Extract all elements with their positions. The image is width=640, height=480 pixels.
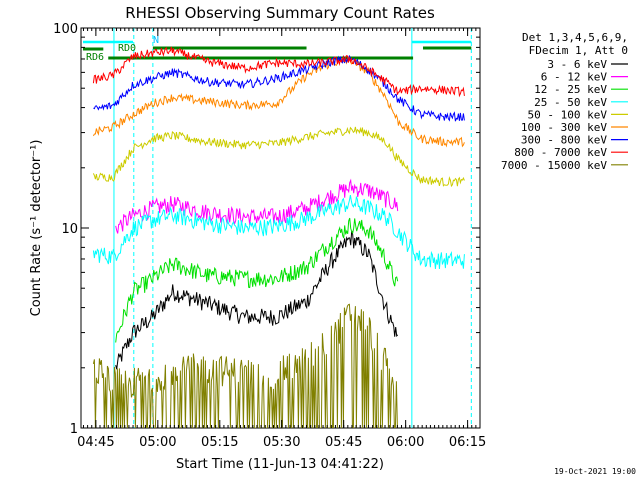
- series-line: [92, 46, 465, 98]
- x-axis-label: Start Time (11-Jun-13 04:41:22): [176, 457, 384, 472]
- x-tick-label: 04:45: [77, 435, 114, 450]
- series-line: [92, 303, 398, 428]
- chart-title: RHESSI Observing Summary Count Rates: [125, 4, 435, 22]
- flag-layer: RD0 RD6 N: [86, 35, 159, 63]
- series-line: [92, 56, 465, 148]
- rd6-flag-label: RD6: [86, 52, 104, 63]
- legend-header-line-2: FDecim 1, Att 0: [529, 44, 628, 57]
- y-tick-label: 1: [70, 422, 78, 437]
- attenuator-markers: [82, 28, 472, 428]
- series-line: [115, 230, 399, 370]
- y-tick-label: 100: [53, 22, 78, 37]
- legend-entry: 50 - 100 keV: [528, 108, 608, 121]
- x-tick-label: 05:45: [325, 435, 362, 450]
- x-tick-label: 05:00: [139, 435, 176, 450]
- x-tick-label: 06:15: [449, 435, 486, 450]
- series-line: [115, 178, 399, 234]
- series-layer: [92, 46, 465, 428]
- legend-entry: 300 - 800 keV: [521, 134, 607, 147]
- legend-entry: 100 - 300 keV: [521, 121, 607, 134]
- x-tick-label: 06:00: [387, 435, 424, 450]
- generation-timestamp: 19-Oct-2021 19:00: [554, 467, 636, 476]
- y-axis: 1 10 100: [53, 22, 480, 437]
- y-tick-label: 10: [61, 222, 78, 237]
- legend-entry: 7000 - 15000 keV: [501, 159, 607, 172]
- series-line: [92, 195, 465, 270]
- legend-entry: 25 - 50 keV: [534, 96, 607, 109]
- legend-entry: 800 - 7000 keV: [514, 146, 607, 159]
- legend-entry: 12 - 25 keV: [534, 83, 607, 96]
- x-tick-label: 05:15: [201, 435, 238, 450]
- legend-entry: 3 - 6 keV: [547, 58, 607, 71]
- series-line: [93, 55, 465, 122]
- y-axis-label: Count Rate (s⁻¹ detector⁻¹): [29, 140, 44, 317]
- series-line: [92, 126, 465, 188]
- x-axis: 04:45 05:00 05:15 05:30 05:45 06:00 06:15: [77, 28, 486, 450]
- series-line: [115, 217, 399, 343]
- legend-entry: 6 - 12 keV: [541, 71, 608, 84]
- legend-header-line-1: Det 1,3,4,5,6,9,: [522, 31, 628, 44]
- n-flag-label: N: [153, 35, 159, 46]
- x-tick-label: 05:30: [263, 435, 300, 450]
- rd0-flag-label: RD0: [118, 43, 136, 54]
- legend: Det 1,3,4,5,6,9, FDecim 1, Att 0 3 - 6 k…: [501, 31, 628, 172]
